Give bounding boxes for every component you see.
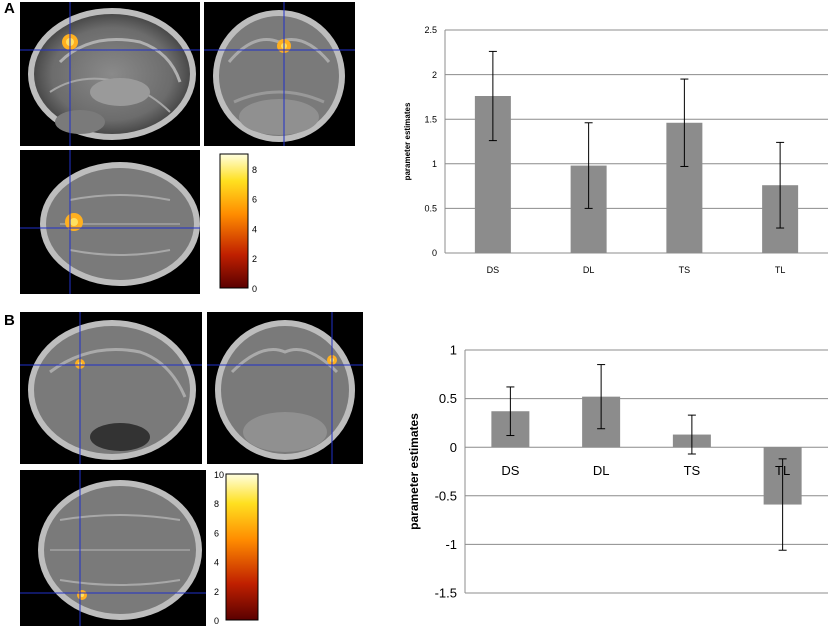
bar-chart-b: -1.5 -1 -0.5 0 0.5 1 DS DL TS TL parameter estimat… bbox=[400, 335, 830, 625]
y-tick-label: 0 bbox=[450, 440, 457, 455]
y-tick-label: 0.5 bbox=[439, 391, 457, 406]
coronal-slice-b bbox=[207, 312, 363, 464]
colorbar-tick-label: 2 bbox=[214, 587, 219, 597]
y-tick-label: -0.5 bbox=[435, 488, 457, 503]
colorbar-b: 10 8 6 4 2 0 bbox=[210, 470, 270, 626]
y-axis-title: parameter estimates bbox=[407, 413, 421, 530]
colorbar-tick-label: 6 bbox=[214, 528, 219, 538]
colorbar-tick-label: 4 bbox=[214, 558, 219, 568]
sagittal-slice-a bbox=[20, 2, 200, 146]
bar-chart-a: 0 0.5 1 1.5 2 2.5 DS DL TS TL parameter estimates bbox=[400, 20, 830, 295]
y-tick-label: 1 bbox=[450, 343, 457, 358]
y-tick-label: 0.5 bbox=[424, 204, 437, 214]
y-tick-label: -1.5 bbox=[435, 586, 457, 601]
colorbar-tick-label: 8 bbox=[252, 165, 257, 175]
colorbar-tick-label: 2 bbox=[252, 254, 257, 264]
x-tick-label: DL bbox=[593, 463, 610, 478]
x-tick-label: DS bbox=[501, 463, 519, 478]
y-tick-label: 1.5 bbox=[424, 114, 437, 124]
colorbar-tick-label: 0 bbox=[252, 284, 257, 292]
y-tick-label: 2 bbox=[432, 70, 437, 80]
colorbar-tick-label: 10 bbox=[214, 470, 224, 480]
colorbar-tick-label: 8 bbox=[214, 499, 219, 509]
colorbar-tick-label: 6 bbox=[252, 195, 257, 205]
x-tick-label: TS bbox=[684, 463, 701, 478]
x-tick-label: DS bbox=[487, 265, 500, 275]
y-tick-label: 0 bbox=[432, 248, 437, 258]
y-tick-label: 1 bbox=[432, 159, 437, 169]
colorbar-tick-label: 0 bbox=[214, 616, 219, 626]
panel-label-b: B bbox=[4, 312, 15, 329]
colorbar-a: 8 6 4 2 0 bbox=[210, 152, 270, 294]
axial-slice-a bbox=[20, 150, 200, 294]
x-tick-label: TL bbox=[775, 265, 786, 275]
y-tick-label: 2.5 bbox=[424, 25, 437, 35]
sagittal-slice-b bbox=[20, 312, 202, 464]
y-axis-title: parameter estimates bbox=[403, 102, 412, 180]
x-tick-label: TS bbox=[679, 265, 691, 275]
colorbar-tick-label: 4 bbox=[252, 224, 257, 234]
y-tick-label: -1 bbox=[445, 537, 457, 552]
panel-label-a: A bbox=[4, 0, 15, 17]
coronal-slice-a bbox=[204, 2, 355, 146]
x-tick-label: DL bbox=[583, 265, 595, 275]
axial-slice-b bbox=[20, 470, 206, 626]
